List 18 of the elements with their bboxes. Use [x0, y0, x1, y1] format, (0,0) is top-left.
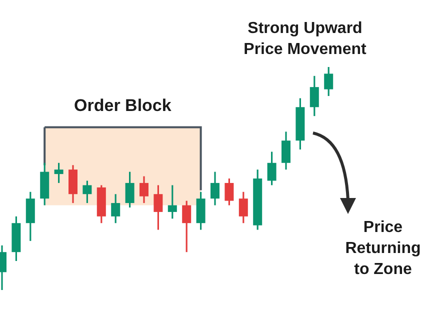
candlestick: [125, 171, 134, 208]
text: Price Returning to Zone: [345, 219, 421, 278]
candlestick: [182, 200, 192, 253]
candlestick: [168, 184, 177, 220]
candlestick: [140, 175, 148, 204]
candlestick: [54, 162, 64, 184]
candlestick: [82, 180, 92, 204]
band-label: Order Block: [74, 96, 172, 116]
text: Strong Upward Price Movement: [244, 20, 368, 58]
candlestick: [238, 191, 248, 224]
candlestick: [154, 184, 163, 231]
candlestick: [324, 66, 334, 97]
candlestick: [267, 150, 276, 186]
candlestick: [111, 193, 120, 224]
candlestick: [210, 171, 220, 206]
candlestick: [310, 75, 319, 117]
candlestick: [282, 130, 290, 170]
candlestick: [224, 178, 234, 206]
